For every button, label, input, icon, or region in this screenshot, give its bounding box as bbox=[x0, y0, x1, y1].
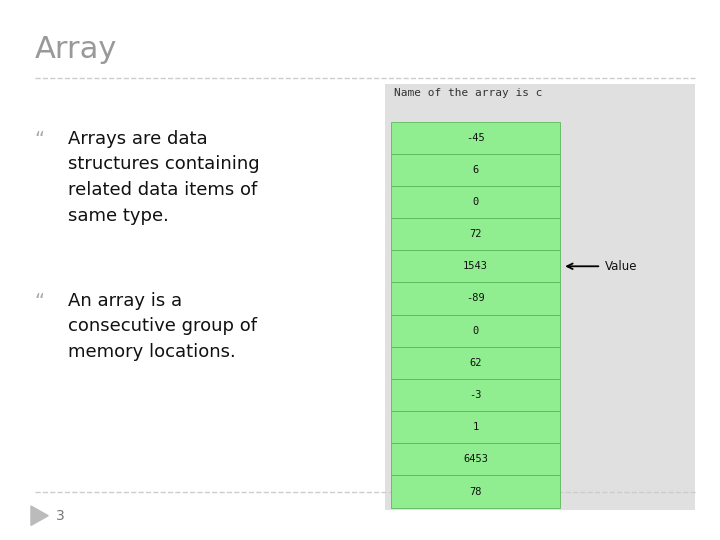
FancyBboxPatch shape bbox=[385, 84, 695, 510]
Text: 72: 72 bbox=[469, 229, 482, 239]
Polygon shape bbox=[31, 506, 48, 525]
FancyBboxPatch shape bbox=[391, 250, 560, 282]
FancyBboxPatch shape bbox=[391, 347, 560, 379]
Text: Name of the array is c: Name of the array is c bbox=[394, 88, 542, 98]
FancyBboxPatch shape bbox=[391, 475, 560, 508]
Text: Array: Array bbox=[35, 35, 117, 64]
Text: 78: 78 bbox=[469, 487, 482, 496]
Text: 0: 0 bbox=[472, 326, 479, 336]
Text: Value: Value bbox=[605, 260, 637, 273]
FancyBboxPatch shape bbox=[391, 314, 560, 347]
FancyBboxPatch shape bbox=[391, 282, 560, 314]
Text: 0: 0 bbox=[472, 197, 479, 207]
Text: 1: 1 bbox=[472, 422, 479, 432]
FancyBboxPatch shape bbox=[391, 411, 560, 443]
Text: Arrays are data
structures containing
related data items of
same type.: Arrays are data structures containing re… bbox=[68, 130, 260, 225]
FancyBboxPatch shape bbox=[391, 379, 560, 411]
Text: -3: -3 bbox=[469, 390, 482, 400]
FancyBboxPatch shape bbox=[391, 154, 560, 186]
Text: 62: 62 bbox=[469, 358, 482, 368]
FancyBboxPatch shape bbox=[391, 218, 560, 250]
Text: An array is a
consecutive group of
memory locations.: An array is a consecutive group of memor… bbox=[68, 292, 258, 361]
Text: -45: -45 bbox=[466, 133, 485, 143]
Text: 3: 3 bbox=[55, 509, 64, 523]
Text: -89: -89 bbox=[466, 293, 485, 303]
FancyBboxPatch shape bbox=[391, 443, 560, 475]
Text: 1543: 1543 bbox=[463, 261, 488, 271]
FancyBboxPatch shape bbox=[391, 186, 560, 218]
Text: “: “ bbox=[35, 292, 45, 310]
Text: 6453: 6453 bbox=[463, 454, 488, 464]
Text: “: “ bbox=[35, 130, 45, 148]
FancyBboxPatch shape bbox=[391, 122, 560, 154]
Text: 6: 6 bbox=[472, 165, 479, 175]
